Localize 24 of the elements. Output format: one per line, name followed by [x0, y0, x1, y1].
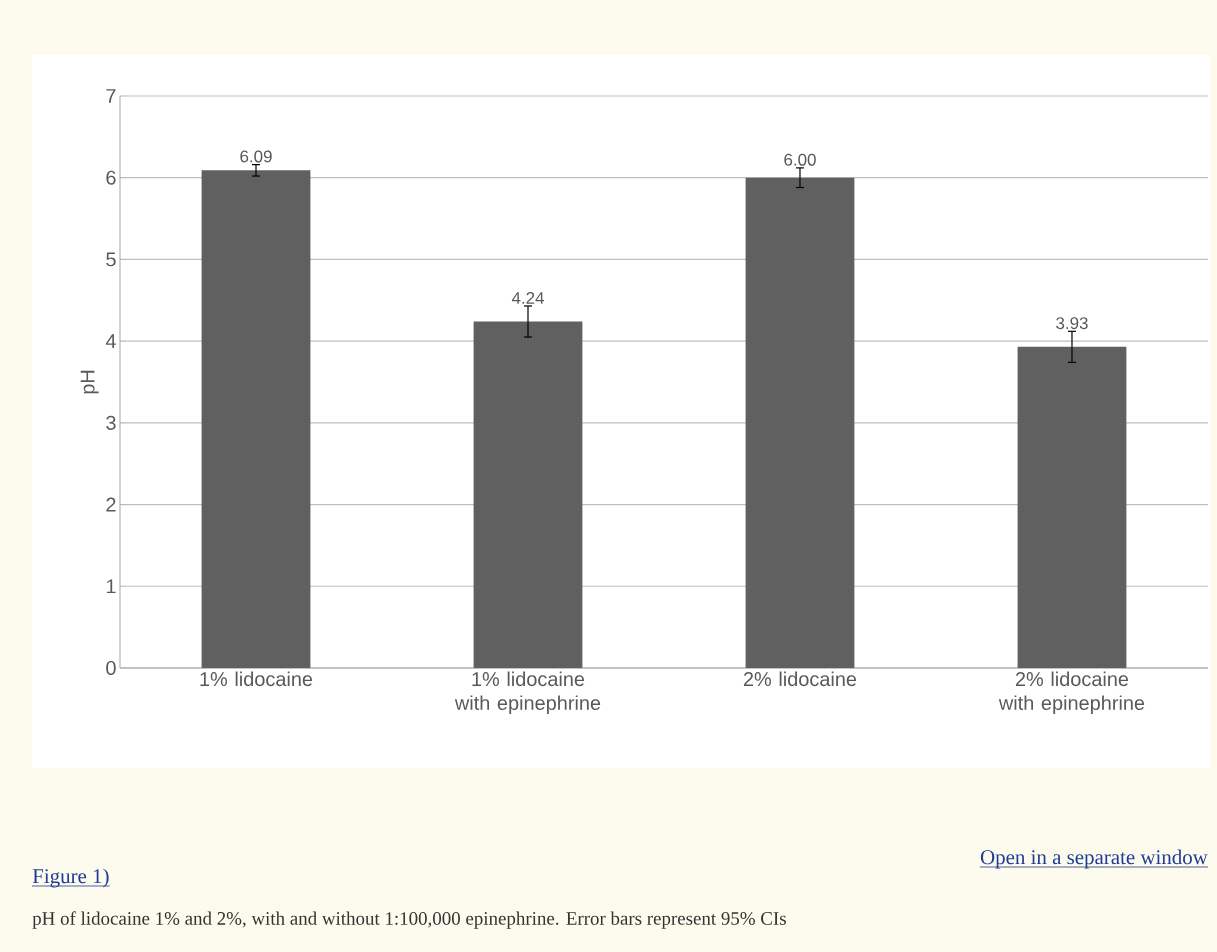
x-tick-label: 1% lidocaine: [200, 671, 313, 687]
bar: [1017, 346, 1127, 668]
x-tick-label: 2% lidocaine: [743, 671, 857, 687]
bar: [745, 177, 855, 668]
y-tick-label: 4: [105, 334, 116, 348]
y-axis-title: pH: [80, 370, 99, 394]
y-tick-label: 7: [106, 89, 116, 103]
y-tick-label: 0: [106, 660, 116, 676]
data-label: 4.24: [511, 291, 544, 304]
bar: [201, 170, 311, 668]
y-tick-label: 3: [106, 415, 116, 430]
text: pH of lidocaine 1% and 2%, with and without 1:100,000 epinephrine. Error bars represent 95% CIs: [32, 911, 786, 929]
y-tick-label: 5: [106, 252, 116, 267]
x-tick-label: 1% lidocaine with epinephrine: [454, 671, 601, 714]
x-tick-label: 2% lidocaine with epinephrine: [998, 671, 1145, 714]
data-label: 6.00: [784, 153, 816, 166]
data-label: 3.93: [1056, 317, 1088, 330]
y-tick-label: 6: [106, 170, 116, 185]
y-tick-label: 1: [106, 579, 116, 594]
y-tick-label: 2: [106, 497, 116, 512]
caption: Figure 1): [32, 868, 109, 888]
text: Open in a separate window: [980, 849, 1208, 869]
bar: [473, 321, 583, 668]
data-label: 6.09: [240, 150, 272, 163]
